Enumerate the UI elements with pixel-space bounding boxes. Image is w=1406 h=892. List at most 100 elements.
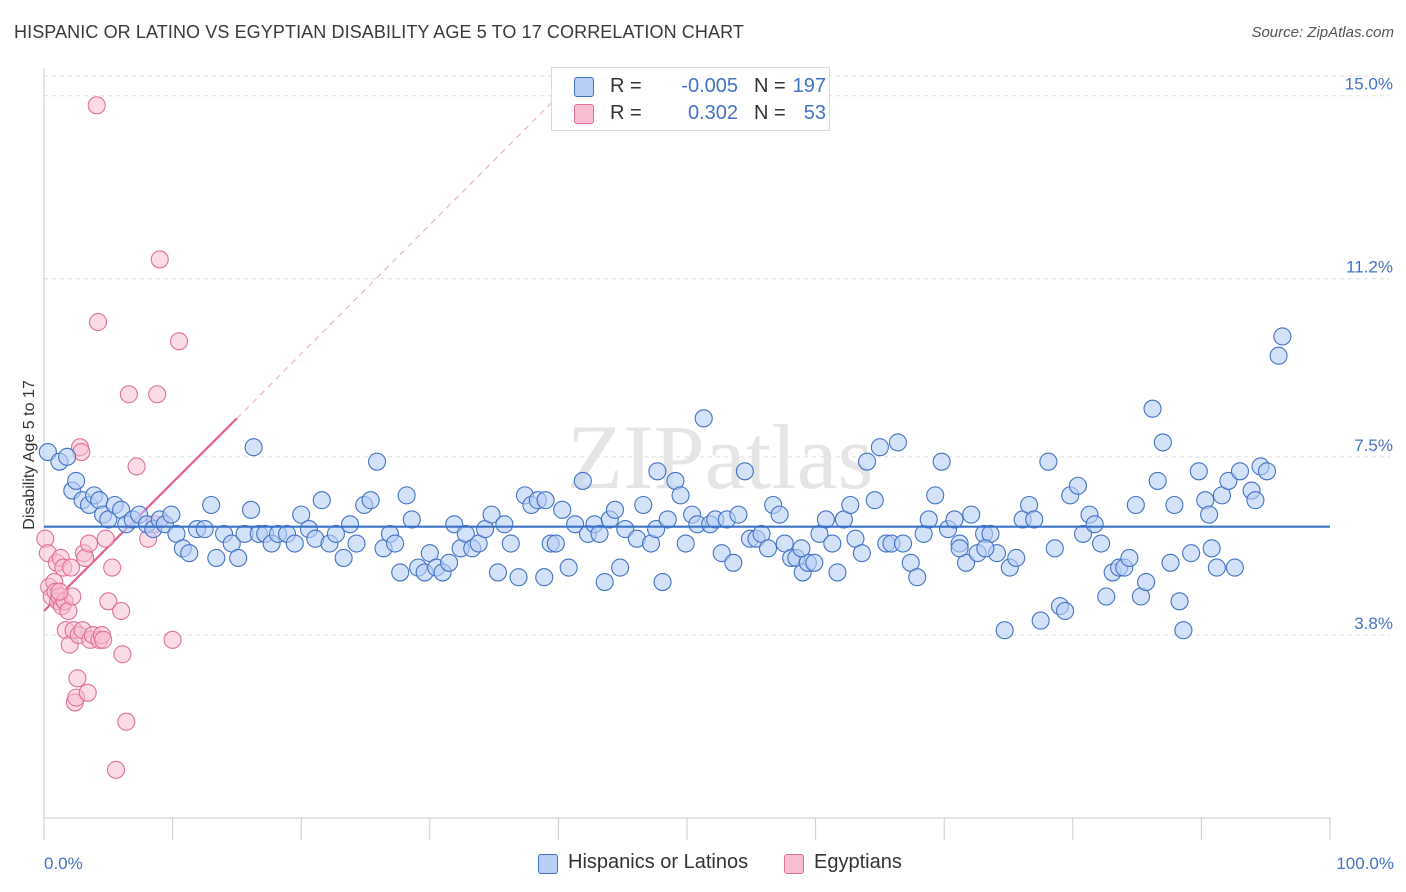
hispanics-point (285, 534, 304, 553)
series-legend: Hispanics or Latinos Egyptians (0, 851, 1406, 879)
legend-r-label: R = (610, 75, 642, 97)
hispanics-point (805, 553, 824, 572)
hispanics-point (566, 515, 585, 534)
chart-title: HISPANIC OR LATINO VS EGYPTIAN DISABILIT… (14, 22, 744, 42)
hispanics-point (244, 438, 263, 457)
hispanics-point (758, 539, 778, 558)
egyptians-point (79, 534, 99, 553)
hispanics-point (292, 505, 311, 524)
hispanics-point (1202, 539, 1221, 558)
hispanics-point (857, 452, 877, 471)
hispanics-points (38, 327, 1292, 640)
hispanics-point (1031, 611, 1050, 630)
hispanics-point (1269, 346, 1288, 365)
legend-n-value: 53 (803, 102, 826, 124)
egyptians-point (87, 96, 106, 115)
x-tick-label-min: 0.0% (44, 854, 83, 873)
hispanics-point (573, 471, 592, 490)
hispanics-point (1189, 462, 1208, 481)
hispanics-point (1056, 601, 1075, 620)
hispanics-point (962, 505, 981, 524)
hispanics-point (440, 553, 459, 572)
hispanics-point (658, 510, 677, 529)
hispanics-point (653, 573, 672, 592)
hispanics-point (180, 544, 199, 563)
hispanics-point (634, 495, 653, 515)
egyptians-point (163, 630, 182, 649)
egyptians-point (113, 645, 132, 664)
hispanics-point (694, 409, 713, 428)
hispanics-point (1092, 534, 1111, 553)
egyptians-point (68, 669, 87, 688)
y-tick-label: 11.2% (1346, 258, 1393, 277)
legend-swatch-blue (574, 77, 594, 97)
egyptians-point (106, 760, 126, 779)
hispanics-point (495, 515, 514, 534)
hispanics-point (932, 452, 951, 471)
hispanics-point (1143, 399, 1162, 418)
hispanics-point (919, 510, 938, 529)
y-tick-label: 15.0% (1345, 75, 1393, 94)
hispanics-point (501, 534, 520, 553)
hispanics-point (1246, 491, 1265, 510)
hispanics-point (1230, 462, 1250, 481)
hispanics-point (195, 520, 214, 539)
hispanics-point (1273, 327, 1292, 346)
hispanics-point (241, 500, 261, 519)
hispanics-point (1200, 505, 1219, 524)
hispanics-point (559, 558, 578, 577)
hispanics-point (888, 433, 907, 452)
watermark: ZIPatlas (567, 406, 874, 508)
hispanics-point (1045, 539, 1064, 558)
egyptians-point (127, 457, 146, 476)
hispanics-point (1137, 573, 1156, 592)
hispanics-point (207, 548, 226, 568)
hispanics-point (1074, 524, 1093, 543)
hispanics-point (792, 539, 811, 558)
egyptians-point (94, 630, 113, 649)
hispanics-point (326, 524, 345, 543)
hispanics-point (1120, 548, 1139, 568)
egyptians-point (99, 592, 118, 611)
egyptians-point (103, 558, 122, 577)
egyptians-point (148, 385, 167, 404)
hispanics-point (546, 534, 565, 553)
hispanics-point (1257, 462, 1277, 481)
hispanics-point (67, 471, 86, 490)
egyptians-point (112, 601, 131, 620)
legend-r-label: R = (610, 102, 642, 124)
hispanics-point (536, 491, 555, 510)
legend-n-label: N = (754, 75, 786, 97)
hispanics-point (347, 534, 366, 553)
x-tick-labels: 0.0% 100.0% (44, 854, 1394, 873)
series-swatch-blue (538, 854, 558, 874)
hispanics-point (1161, 553, 1180, 572)
hispanics-point (735, 462, 754, 481)
legend-r-value: 0.302 (687, 102, 738, 124)
hispanics-point (368, 452, 387, 471)
hispanics-point (1025, 510, 1044, 529)
source-label: Source: ZipAtlas.com (1251, 24, 1394, 41)
hispanics-point (724, 553, 743, 572)
hispanics-point (945, 510, 964, 529)
hispanics-point (397, 486, 416, 505)
hispanics-point (950, 539, 969, 558)
hispanics-point (391, 563, 410, 582)
hispanics-point (445, 515, 464, 534)
egyptians-point (61, 558, 81, 577)
y-tick-label: 3.8% (1354, 614, 1393, 633)
hispanics-point (995, 621, 1014, 640)
hispanics-point (202, 495, 221, 515)
legend-r-value: -0.005 (681, 75, 738, 97)
egyptians-point (150, 250, 169, 269)
hispanics-point (616, 520, 635, 539)
hispanics-point (590, 524, 609, 543)
hispanics-point (908, 568, 927, 587)
hispanics-point (535, 568, 554, 587)
hispanics-point (770, 505, 789, 524)
hispanics-point (482, 505, 501, 524)
hispanics-point (1153, 433, 1172, 452)
legend-swatch-pink (574, 104, 594, 124)
hispanics-point (162, 505, 181, 524)
